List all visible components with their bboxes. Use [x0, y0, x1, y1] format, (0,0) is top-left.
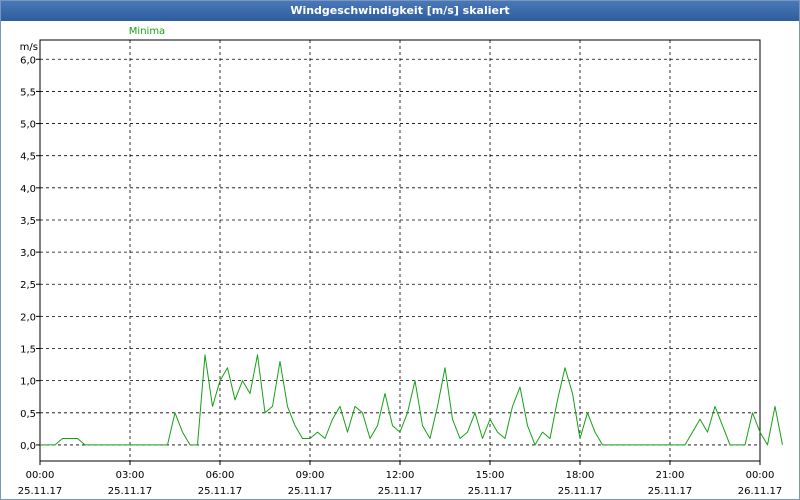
x-tick-date: 26.11.17: [738, 486, 783, 497]
x-tick-time: 15:00: [476, 470, 505, 481]
series-layer: [40, 354, 783, 446]
y-tick-label: 1,0: [20, 377, 36, 388]
chart-title: Windgeschwindigkeit [m/s] skaliert: [1, 1, 799, 21]
axes: 0,0 0,5 1,0 1,5 2,0 2,5 3,0 3,5 4,0 4,5 5,0 5,5 6,0 m…: [18, 42, 783, 497]
series-line-minima: [40, 354, 783, 446]
y-tick-label: 4,5: [20, 152, 36, 163]
legend-minima: Minima: [129, 26, 165, 37]
legend: Minima: [129, 26, 165, 37]
x-tick-time: 21:00: [656, 470, 685, 481]
y-tick-label: 0,5: [20, 409, 36, 420]
y-tick-label: 3,5: [20, 216, 36, 227]
x-tick-time: 00:00: [26, 470, 55, 481]
y-tick-label: 1,5: [20, 345, 36, 356]
y-tick-label: 6,0: [20, 55, 36, 66]
x-tick-date: 25.11.17: [558, 486, 603, 497]
x-tick-date: 25.11.17: [18, 486, 63, 497]
y-tick-label: 5,0: [20, 120, 36, 131]
x-tick-date: 25.11.17: [468, 486, 513, 497]
x-tick-date: 25.11.17: [378, 486, 423, 497]
x-tick-time: 03:00: [116, 470, 145, 481]
y-axis-label: m/s: [20, 42, 38, 53]
y-tick-label: 4,0: [20, 184, 36, 195]
y-tick-label: 0,0: [20, 441, 36, 452]
grid: [40, 40, 760, 461]
x-tick-time: 12:00: [386, 470, 415, 481]
x-tick-date: 25.11.17: [288, 486, 333, 497]
y-tick-label: 2,5: [20, 280, 36, 291]
y-tick-label: 3,0: [20, 248, 36, 259]
x-tick-date: 25.11.17: [198, 486, 243, 497]
x-tick-time: 06:00: [206, 470, 235, 481]
x-tick-date: 25.11.17: [108, 486, 153, 497]
y-tick-label: 5,5: [20, 87, 36, 98]
y-tick-label: 2,0: [20, 312, 36, 323]
x-tick-time: 18:00: [566, 470, 595, 481]
x-tick-date: 25.11.17: [648, 486, 693, 497]
x-tick-time: 09:00: [296, 470, 325, 481]
x-tick-time: 00:00: [746, 470, 775, 481]
